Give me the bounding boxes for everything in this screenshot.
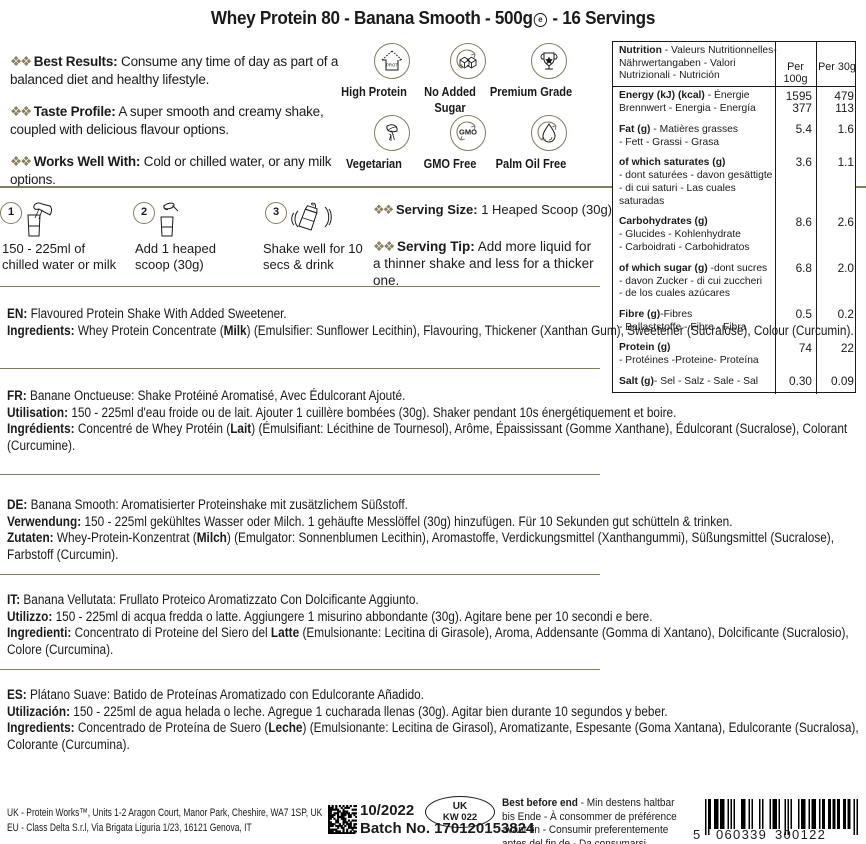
svg-text:PROT: PROT — [386, 63, 398, 68]
